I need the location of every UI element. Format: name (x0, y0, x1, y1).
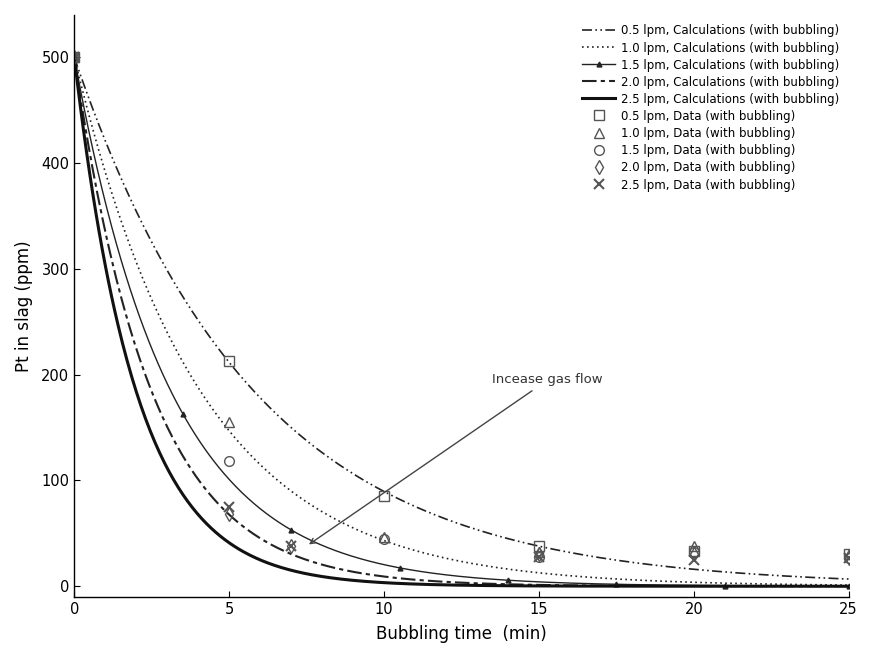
Y-axis label: Pt in slag (ppm): Pt in slag (ppm) (15, 240, 33, 372)
X-axis label: Bubbling time  (min): Bubbling time (min) (376, 625, 546, 643)
Legend: 0.5 lpm, Calculations (with bubbling), 1.0 lpm, Calculations (with bubbling), 1.: 0.5 lpm, Calculations (with bubbling), 1… (579, 21, 842, 195)
Text: Incease gas flow: Incease gas flow (310, 374, 603, 544)
